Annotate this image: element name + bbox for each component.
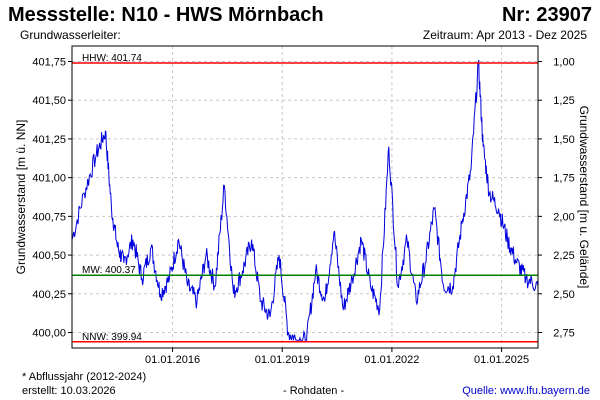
y-tick-label: 400,50 [32,250,66,262]
source-link[interactable]: Quelle: www.lfu.bayern.de [462,385,590,397]
y2-axis-title: Grundwasserstand [m u. Gelände] [577,106,591,289]
y2-tick-label: 1,75 [553,173,574,185]
station-number: Nr: 23907 [501,4,592,26]
y2-tick-label: 1,50 [553,134,574,146]
mw-label: MW: 400.37 [82,265,136,276]
nnw-label: NNW: 399.94 [82,332,142,343]
y-tick-label: 400,75 [32,211,66,223]
station-title: Messstelle: N10 - HWS Mörnbach [8,4,324,26]
y-tick-label: 400,00 [32,328,66,340]
y2-tick-label: 2,00 [553,211,574,223]
y-tick-label: 401,50 [32,95,66,107]
groundwater-series-line [71,59,539,341]
y2-tick-label: 2,25 [553,250,574,262]
created-date: erstellt: 10.03.2026 [22,385,116,397]
y-tick-label: 401,25 [32,134,66,146]
y-axis-title: Grundwasserstand [m ü. NN] [14,120,28,275]
aquifer-label: Grundwasserleiter: [20,28,121,42]
period-label: Zeitraum: Apr 2013 - Dez 2025 [422,28,587,42]
x-tick-label: 01.01.2019 [255,354,310,366]
y-tick-label: 400,25 [32,289,66,301]
y-tick-label: 401,00 [32,173,66,185]
y2-tick-label: 2,75 [553,328,574,340]
footnote: * Abflussjahr (2012-2024) [22,371,147,383]
y2-tick-label: 1,25 [553,95,574,107]
plot-frame [71,45,539,349]
y2-tick-label: 1,00 [553,56,574,68]
hhw-label: HHW: 401.74 [82,53,142,64]
x-tick-label: 01.01.2016 [145,354,200,366]
y-tick-label: 401,75 [32,56,66,68]
y2-tick-label: 2,50 [553,289,574,301]
x-tick-label: 01.01.2025 [474,354,529,366]
raw-data-label: - Rohdaten - [283,385,345,397]
x-tick-label: 01.01.2022 [364,354,419,366]
